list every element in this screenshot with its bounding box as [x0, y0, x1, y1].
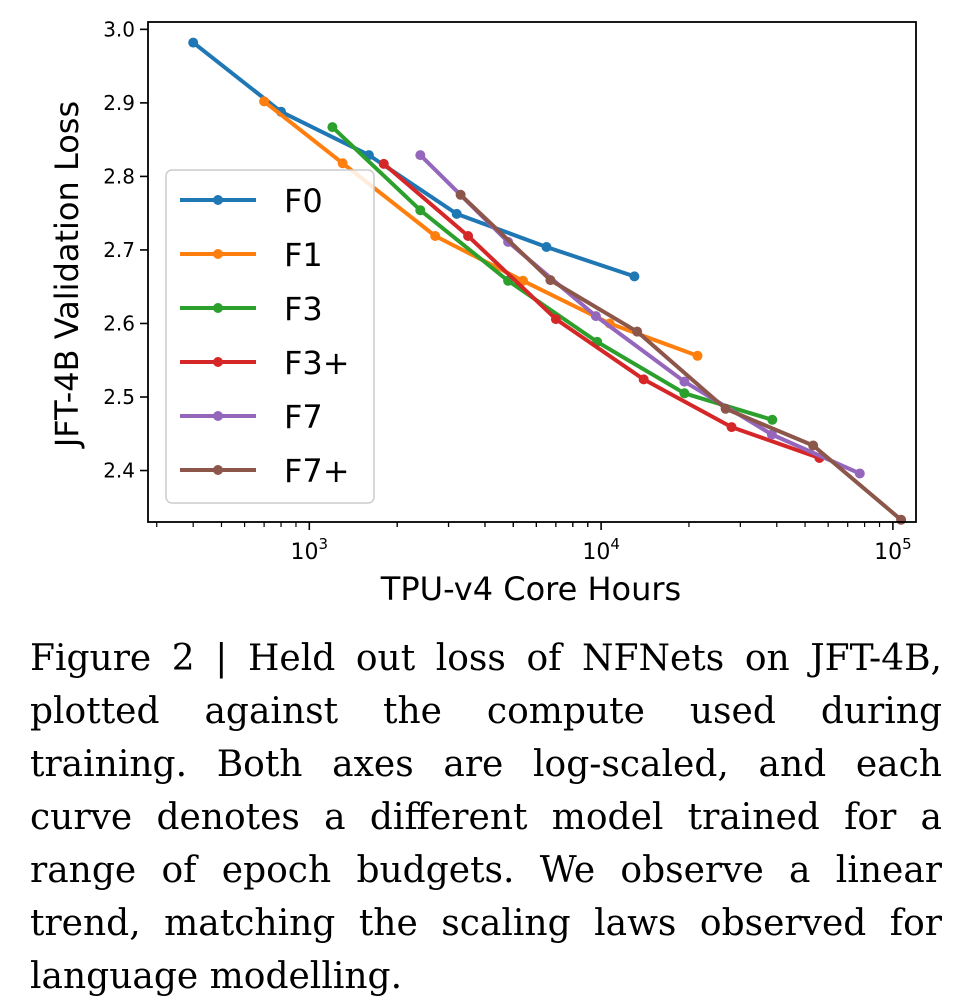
legend-marker	[213, 357, 223, 367]
y-tick-label: 2.6	[103, 311, 135, 335]
series-F3+	[378, 158, 825, 463]
data-point	[679, 376, 690, 387]
data-point	[188, 37, 199, 48]
legend-marker	[213, 195, 223, 205]
data-point	[550, 314, 561, 325]
series-line	[458, 192, 904, 522]
data-point	[430, 231, 441, 241]
legend-marker	[213, 249, 223, 259]
data-point	[545, 275, 556, 286]
data-point	[808, 440, 819, 451]
data-point	[463, 231, 474, 241]
data-point	[692, 350, 703, 361]
figure-caption: Figure 2 | Held out loss of NFNets on JF…	[30, 638, 942, 997]
data-point	[679, 388, 690, 399]
data-point	[767, 414, 778, 425]
y-axis-ticks: 3.0 2.9 2.8 2.7 2.6 2.5 2.4	[103, 17, 148, 483]
y-tick-label: 2.9	[103, 91, 135, 115]
legend-item: F3	[180, 290, 323, 328]
data-point	[629, 271, 640, 282]
data-point	[590, 311, 601, 322]
data-point	[337, 158, 348, 169]
axes-frame	[147, 21, 917, 523]
legend-label: F7	[284, 398, 323, 436]
data-point	[766, 429, 777, 440]
legend-marker	[213, 303, 223, 313]
x-axis-ticks: 103 104 105	[156, 522, 912, 565]
x-tick-label: 103	[291, 535, 329, 565]
series-line	[418, 153, 862, 476]
data-point	[638, 374, 649, 385]
data-point	[632, 326, 643, 337]
series-F7	[415, 150, 865, 479]
legend: F0 F1 F3 F3+ F7 F7+	[165, 169, 375, 504]
plot-series	[188, 37, 907, 525]
series-F7+	[455, 189, 907, 525]
legend-label: F1	[284, 236, 323, 274]
y-tick-label: 2.5	[103, 385, 135, 409]
data-point	[451, 208, 462, 219]
y-tick-label: 2.4	[103, 459, 135, 483]
y-tick-label: 2.7	[103, 238, 135, 262]
series-line	[381, 161, 822, 460]
legend-label: F7+	[284, 452, 350, 490]
legend-label: F3	[284, 290, 323, 328]
legend-item: F0	[180, 182, 323, 220]
data-point	[378, 158, 389, 169]
scaling-chart: 103 104 105 3.0 2.9 2.8 2.7 2.6 2.5 2.4 TPU-v4 C…	[48, 17, 917, 608]
x-tick-label: 105	[874, 535, 912, 565]
legend-item: F1	[180, 236, 323, 274]
x-axis-label: TPU-v4 Core Hours	[380, 570, 681, 608]
data-point	[259, 96, 270, 107]
data-point	[541, 242, 552, 252]
legend-label: F0	[284, 182, 323, 220]
y-tick-label: 3.0	[103, 17, 135, 41]
plot-frame	[147, 21, 917, 523]
legend-label: F3+	[284, 344, 350, 382]
data-point	[327, 122, 338, 133]
data-point	[720, 403, 731, 414]
x-tick-label: 104	[582, 535, 620, 565]
data-point	[854, 468, 865, 479]
y-tick-label: 2.8	[103, 164, 135, 188]
y-axis-label: JFT-4B Validation Loss	[48, 101, 86, 449]
series-line	[330, 125, 775, 422]
legend-marker	[213, 411, 223, 421]
data-point	[415, 150, 426, 161]
legend-item: F7	[180, 398, 323, 436]
legend-item: F3+	[180, 344, 350, 382]
series-F3	[327, 122, 778, 425]
data-point	[455, 189, 466, 200]
legend-marker	[213, 465, 223, 475]
data-point	[726, 422, 737, 433]
legend-item: F7+	[180, 452, 350, 490]
data-point	[896, 514, 907, 525]
data-point	[415, 205, 426, 216]
